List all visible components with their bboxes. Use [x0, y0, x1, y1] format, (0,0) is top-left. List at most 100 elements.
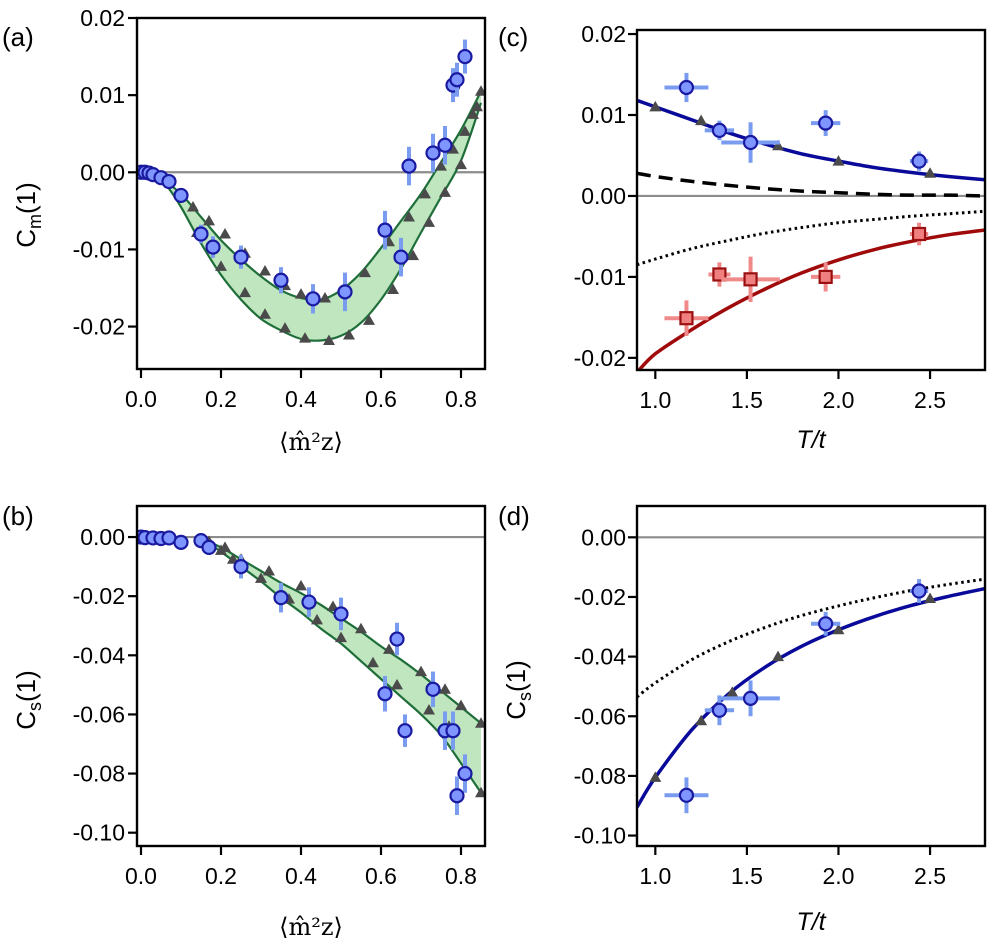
y-tick-label: 0.00: [80, 159, 125, 185]
x-axis-label: ⟨m̂²z⟩: [279, 428, 343, 456]
model-triangle: [335, 631, 347, 643]
x-tick-label: 1.0: [639, 387, 671, 413]
y-axis-label-main: C: [11, 229, 41, 248]
x-tick-label: 0.0: [125, 863, 157, 889]
y-tick-label: 0.00: [80, 524, 125, 550]
dotted-curve: [637, 209, 985, 267]
model-triangle: [279, 322, 291, 333]
x-axis-label: T/t: [796, 426, 826, 454]
model-triangle: [367, 656, 379, 668]
model-triangle: [387, 283, 399, 295]
plot-area: [637, 72, 985, 370]
y-tick-label: -0.02: [574, 584, 626, 610]
x-tick-label: 2.0: [822, 863, 854, 889]
model-triangle: [355, 622, 367, 634]
data-point: [193, 226, 209, 242]
model-triangle: [475, 786, 485, 798]
model-triangle: [695, 114, 708, 126]
y-tick-label: -0.01: [574, 264, 626, 290]
model-triangle: [459, 125, 471, 136]
model-triangle: [924, 167, 937, 178]
y-tick-label: -0.10: [574, 823, 626, 849]
data-point: [445, 723, 461, 739]
model-triangle: [323, 334, 335, 345]
y-axis-label-main: C: [501, 701, 531, 720]
x-tick-label: 0.4: [285, 863, 317, 889]
x-tick-label: 1.0: [639, 863, 671, 889]
x-axis-label: T/t: [796, 908, 826, 936]
y-tick-label: -0.06: [73, 701, 125, 727]
y-tick-label: -0.10: [73, 820, 125, 846]
model-triangle: [263, 565, 275, 576]
y-tick-label: -0.04: [73, 642, 126, 668]
model-triangle: [726, 686, 739, 697]
data-point: [449, 788, 465, 804]
data-point-blue: [742, 134, 759, 151]
data-point: [377, 222, 393, 238]
model-triangle: [383, 643, 395, 654]
data-point: [173, 534, 189, 550]
data-point: [333, 606, 349, 622]
data-point: [173, 187, 189, 204]
model-triangle: [295, 288, 307, 299]
data-point-blue: [742, 690, 759, 706]
x-tick-label: 2.5: [914, 863, 946, 889]
y-axis-label-sub: s: [515, 692, 535, 701]
model-triangle: [259, 265, 271, 276]
model-band-fill: [141, 91, 481, 341]
data-point: [393, 249, 409, 265]
data-point: [205, 239, 221, 255]
panel-d: 0.00 -0.02 -0.04 -0.06 -0.08 -0.10 1.0 1.5 2.0 2.…: [498, 501, 987, 936]
y-tick-label: -0.04: [574, 644, 627, 670]
model-triangle: [403, 211, 415, 222]
data-point: [437, 137, 453, 153]
dashed-curve: [637, 171, 985, 198]
data-point-blue: [678, 787, 695, 803]
data-point: [449, 72, 465, 88]
model-triangle: [455, 158, 467, 170]
model-band-lower: [140, 102, 483, 342]
data-point: [397, 723, 413, 739]
model-triangle: [475, 717, 485, 728]
plot-frame: [135, 504, 487, 848]
x-tick-label: 1.5: [731, 863, 763, 889]
y-tick-label: 0.02: [581, 21, 626, 47]
data-point: [377, 686, 393, 702]
model-triangle: [187, 201, 199, 212]
data-point: [457, 48, 473, 65]
plot-area: [637, 577, 985, 814]
plot-area: [137, 529, 485, 815]
y-axis-label: Cm(1): [11, 182, 45, 248]
plot-frame: [135, 16, 487, 371]
x-tick-label: 0.2: [205, 386, 237, 412]
x-tick-label: 1.5: [731, 387, 763, 413]
y-tick-label: 0.01: [80, 82, 125, 108]
x-tick-label: 0.2: [205, 863, 237, 889]
y-tick-label: 0.00: [581, 524, 626, 550]
model-triangle: [239, 286, 251, 298]
data-point-red: [818, 269, 833, 285]
y-axis-label: Cs(1): [501, 660, 535, 720]
y-axis-label-main: C: [11, 711, 41, 730]
panel-label: (a): [2, 22, 34, 52]
data-point: [233, 249, 249, 265]
model-triangle: [649, 100, 662, 112]
model-triangle: [832, 155, 845, 166]
data-point: [201, 539, 217, 555]
data-point-blue: [678, 79, 695, 96]
plot-frame: [635, 504, 987, 848]
model-triangle: [772, 139, 785, 151]
y-tick-label: 0.00: [581, 183, 626, 209]
x-tick-label: 0.0: [125, 386, 157, 412]
x-tick-label: 0.6: [365, 863, 397, 889]
model-triangle: [363, 314, 375, 325]
y-axis-label-tail: (1): [11, 670, 41, 702]
data-point-blue: [711, 122, 728, 138]
data-point: [425, 681, 441, 697]
blue-curve: [637, 98, 985, 182]
data-point: [301, 594, 317, 610]
panel-a: 0.02 0.01 0.00 -0.01 -0.02 0.0 0.2 0.4 0.6 0.8 (a)…: [2, 5, 487, 456]
y-axis-label-sub: s: [25, 702, 45, 711]
model-triangle: [475, 85, 485, 96]
data-point-red: [911, 226, 927, 242]
